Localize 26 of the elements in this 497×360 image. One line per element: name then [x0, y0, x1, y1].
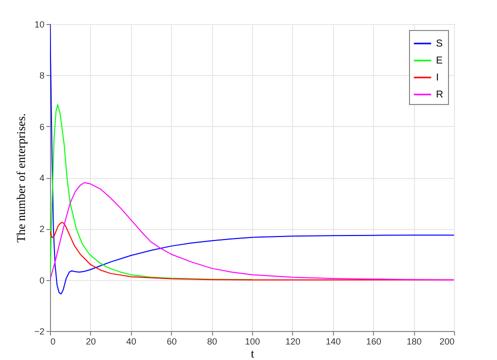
x-tick-label: 20: [86, 336, 96, 346]
x-tick-label: 140: [326, 336, 341, 346]
x-tick-label: 100: [244, 336, 260, 346]
legend-label: R: [436, 90, 444, 100]
legend-label: E: [436, 56, 443, 66]
x-tick-label: 200: [439, 336, 454, 346]
x-tick-label: 80: [207, 336, 218, 346]
y-tick-label: 4: [39, 173, 44, 183]
y-tick-label: 0: [39, 275, 44, 286]
y-tick-label: 6: [39, 122, 44, 132]
y-tick-label: 8: [39, 70, 44, 81]
x-axis-title: t: [250, 346, 255, 360]
y-tick-label: 10: [34, 20, 44, 30]
x-tick-label: 60: [166, 336, 177, 346]
x-tick-label: 40: [126, 336, 136, 346]
y-tick-label: 2: [39, 224, 44, 234]
x-tick-label: 160: [366, 336, 382, 346]
line-series: [50, 104, 252, 280]
y-tick-label: −2: [34, 326, 44, 336]
legend-label: S: [436, 38, 443, 50]
y-axis-title: The number of enterprises.: [14, 113, 28, 243]
legend-label: I: [436, 72, 439, 84]
x-tick-label: 180: [406, 336, 422, 346]
x-tick-label: 120: [285, 336, 300, 346]
x-tick-label: 0: [50, 336, 56, 346]
line-series: [50, 182, 454, 280]
